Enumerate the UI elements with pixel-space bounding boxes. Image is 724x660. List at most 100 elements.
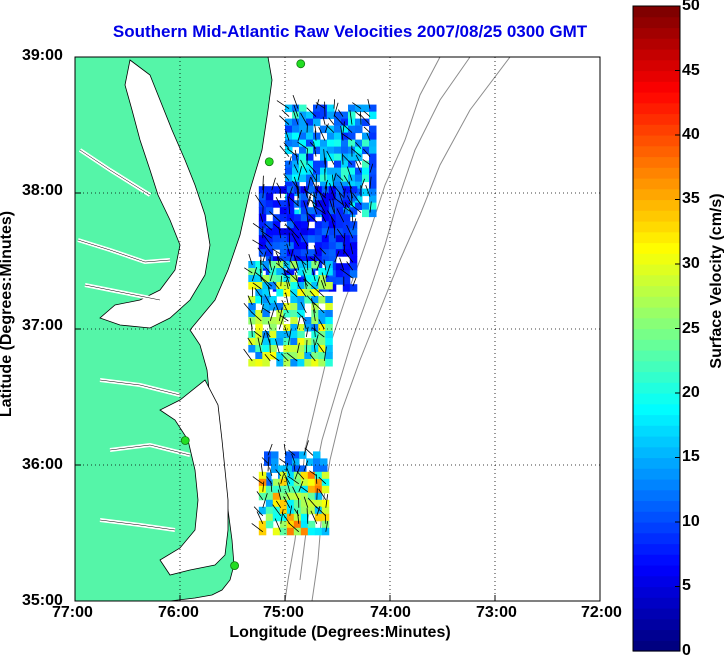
velocity-cell (325, 296, 333, 304)
velocity-cell (308, 228, 316, 236)
velocity-cell (306, 133, 314, 141)
velocity-cell (301, 221, 309, 229)
colorbar-segment (633, 167, 680, 178)
velocity-cell (355, 147, 363, 155)
velocity-cell (322, 500, 330, 508)
velocity-cell (294, 500, 302, 508)
velocity-cell (276, 338, 284, 346)
velocity-cell (341, 126, 349, 134)
velocity-cell (287, 486, 295, 494)
velocity-cell (329, 242, 337, 250)
velocity-cell (315, 193, 323, 201)
velocity-cell (362, 168, 370, 176)
velocity-cell (299, 105, 307, 113)
colorbar-segment (633, 210, 680, 221)
colorbar-segment (633, 404, 680, 415)
velocity-cell (327, 168, 335, 176)
velocity-cell (325, 359, 333, 367)
colorbar-segment (633, 630, 680, 641)
velocity-cell (297, 338, 305, 346)
velocity-cell (343, 200, 351, 208)
velocity-cell (266, 507, 274, 515)
velocity-cell (325, 331, 333, 339)
velocity-cell (266, 500, 274, 508)
velocity-cell (325, 324, 333, 332)
velocity-cell (308, 486, 316, 494)
velocity-cell (280, 228, 288, 236)
velocity-cell (318, 268, 326, 276)
velocity-cell (255, 345, 262, 353)
velocity-cell (320, 154, 328, 162)
colorbar-segment (633, 597, 680, 608)
velocity-cell (311, 289, 319, 297)
velocity-cell (313, 119, 321, 127)
colorbar-segment (633, 490, 680, 501)
velocity-cell (299, 175, 307, 183)
colorbar-segment (633, 544, 680, 555)
colorbar-segment (633, 329, 680, 340)
colorbar-tick-label: 50 (682, 0, 700, 15)
colorbar-segment (633, 38, 680, 49)
velocity-cell (262, 345, 270, 353)
colorbar-segment (633, 28, 680, 39)
radar-station (181, 437, 189, 445)
velocity-cell (318, 296, 326, 304)
x-tick-label: 74:00 (370, 604, 411, 622)
colorbar-segment (633, 458, 680, 469)
velocity-cell (292, 119, 300, 127)
colorbar-segment (633, 307, 680, 318)
velocity-cell (329, 228, 337, 236)
colorbar-segment (633, 114, 680, 125)
colorbar-segment (633, 157, 680, 168)
colorbar-segment (633, 318, 680, 329)
velocity-cell (269, 324, 277, 332)
colorbar-segment (633, 296, 680, 307)
velocity-cell (271, 451, 279, 459)
velocity-cell (294, 249, 302, 257)
velocity-cell (318, 338, 326, 346)
velocity-cell (369, 133, 377, 141)
velocity-cell (266, 514, 274, 522)
colorbar-segment (633, 17, 680, 28)
colorbar-tick-label: 15 (682, 448, 700, 466)
velocity-cell (262, 359, 270, 367)
colorbar-tick-label: 45 (682, 62, 700, 80)
velocity-cell (325, 303, 333, 311)
velocity-cell (301, 228, 309, 236)
velocity-cell (350, 235, 358, 243)
colorbar-segment (633, 382, 680, 393)
velocity-cell (327, 133, 335, 141)
velocity-cell (322, 479, 330, 487)
velocity-cell (276, 282, 284, 290)
velocity-cell (276, 303, 284, 311)
velocity-cell (369, 154, 377, 162)
velocity-cell (348, 105, 356, 113)
velocity-cell (336, 214, 344, 222)
velocity-cell (276, 359, 284, 367)
velocity-cell (280, 214, 288, 222)
colorbar-segment (633, 6, 680, 17)
velocity-cell (294, 200, 302, 208)
velocity-cell (269, 296, 277, 304)
velocity-cell (266, 193, 274, 201)
velocity-cell (290, 317, 298, 325)
velocity-cell (248, 317, 256, 325)
velocity-cell (276, 261, 284, 269)
velocity-cell (369, 196, 377, 204)
velocity-cell (311, 352, 319, 360)
velocity-cell (290, 338, 298, 346)
velocity-cell (369, 147, 377, 155)
colorbar-segment (633, 81, 680, 92)
velocity-cell (369, 175, 377, 183)
velocity-cell (304, 359, 312, 367)
velocity-cell (313, 133, 321, 141)
colorbar-segment (633, 178, 680, 189)
velocity-cell (269, 275, 277, 283)
colorbar-segment (633, 468, 680, 479)
colorbar-segment (633, 479, 680, 490)
velocity-cell (362, 203, 370, 211)
velocity-cell (255, 324, 262, 332)
velocity-cell (255, 352, 262, 360)
velocity-cell (290, 296, 298, 304)
velocity-cell (301, 528, 309, 536)
